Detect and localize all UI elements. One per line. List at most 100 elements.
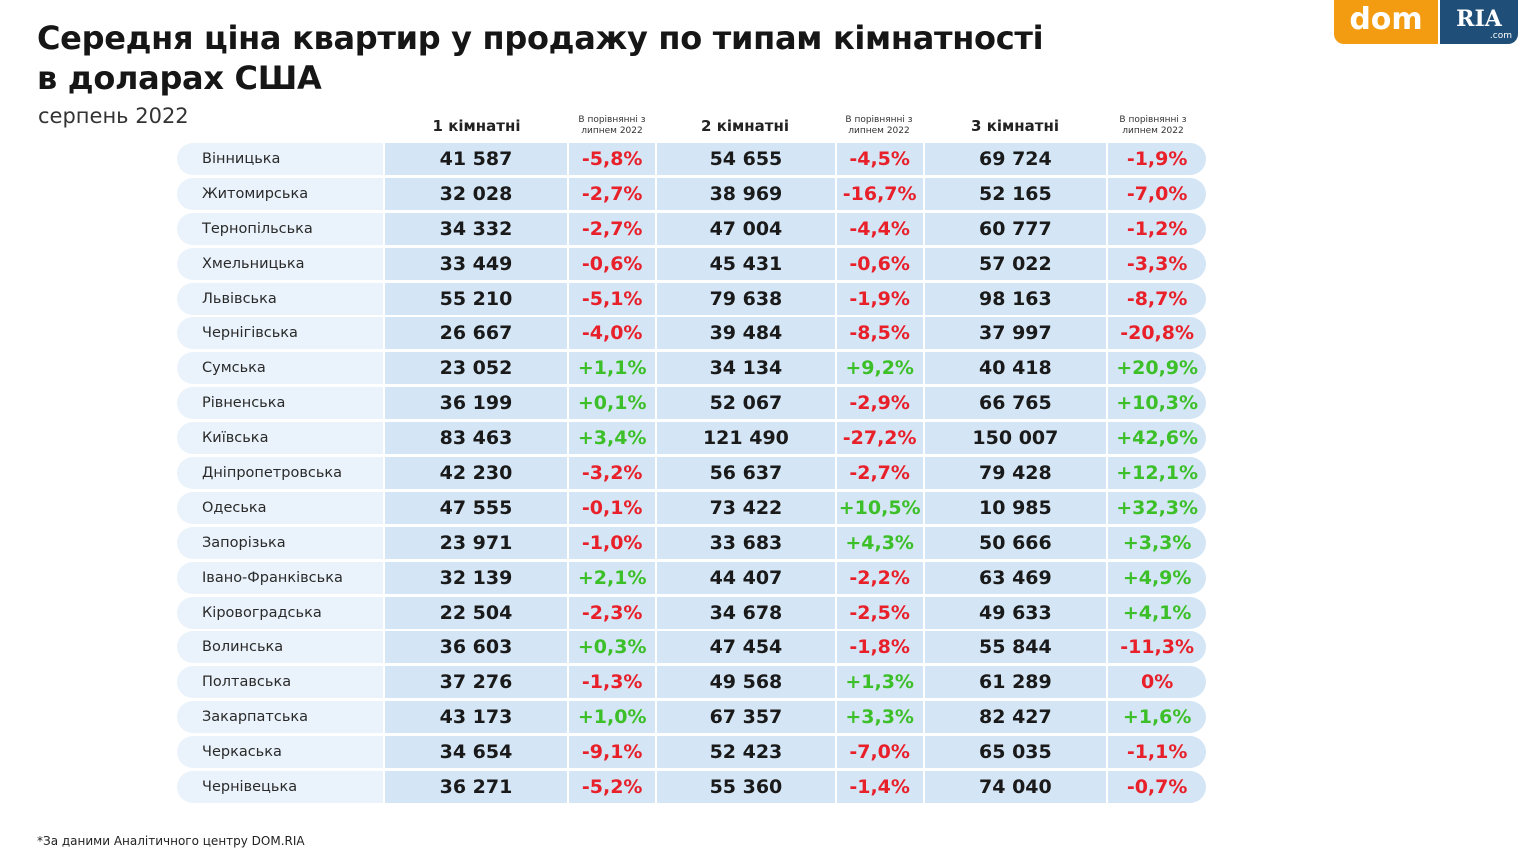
- change-3-room: -20,8%: [1108, 317, 1207, 350]
- price-1-room: 42 230: [384, 457, 568, 490]
- change-2-room: +4,3%: [836, 526, 923, 559]
- cell-separator: [1106, 596, 1109, 629]
- change-1-room: -0,6%: [569, 247, 656, 280]
- chart-subtitle: серпень 2022: [38, 104, 189, 128]
- change-1-room: -9,1%: [569, 736, 656, 769]
- change-3-room: +1,6%: [1108, 701, 1207, 734]
- cell-separator: [382, 143, 385, 175]
- cell-separator: [1106, 422, 1109, 455]
- cell-separator: [655, 736, 658, 769]
- table-row: Хмельницька 33 449 -0,6% 45 431 -0,6% 57 022-…: [177, 247, 1207, 280]
- price-1-room: 22 504: [384, 596, 568, 629]
- cell-separator: [834, 457, 837, 490]
- price-2-room: 56 637: [657, 457, 835, 490]
- region-cell: Львівська: [177, 282, 383, 315]
- table-row: Чернігівська 26 667 -4,0% 39 484 -8,5% 37 997…: [177, 317, 1207, 350]
- logo-ria-text: RIA: [1456, 6, 1502, 32]
- table-row: Вінницька 41 587 -5,8% 54 655 -4,5% 69 724 -1,…: [177, 143, 1207, 175]
- cell-separator: [655, 526, 658, 559]
- change-1-room: +3,4%: [569, 422, 656, 455]
- region-cell: Житомирська: [177, 177, 383, 210]
- footnote: *За даними Аналітичного центру DOM.RIA: [37, 834, 305, 848]
- table-row: Дніпропетровська 42 230 -3,2% 56 637 -2,7% 79…: [177, 457, 1207, 490]
- change-3-room: -8,7%: [1108, 282, 1207, 315]
- cell-separator: [834, 526, 837, 559]
- table-row: Сумська 23 052 +1,1% 34 134 +9,2% 40 418 +20,9…: [177, 352, 1207, 385]
- column-header-change-3: В порівнянні з липнем 2022: [1119, 115, 1187, 136]
- region-cell: Сумська: [177, 352, 383, 385]
- change-1-room: +1,1%: [569, 352, 656, 385]
- change-3-room: -7,0%: [1108, 177, 1207, 210]
- price-2-room: 73 422: [657, 491, 835, 524]
- cell-separator: [922, 526, 925, 559]
- cell-separator: [834, 596, 837, 629]
- cell-separator: [1106, 247, 1109, 280]
- cell-separator: [382, 282, 385, 315]
- cell-separator: [567, 526, 570, 559]
- cell-separator: [834, 422, 837, 455]
- cell-separator: [382, 736, 385, 769]
- cell-separator: [567, 736, 570, 769]
- cell-separator: [922, 177, 925, 210]
- logo-ria: RIA .com: [1440, 0, 1518, 44]
- change-2-room: +1,3%: [836, 666, 923, 699]
- cell-separator: [567, 247, 570, 280]
- price-1-room: 26 667: [384, 317, 568, 350]
- cell-separator: [922, 387, 925, 420]
- change-1-room: -2,3%: [569, 596, 656, 629]
- cell-separator: [922, 457, 925, 490]
- region-cell: Тернопільська: [177, 212, 383, 245]
- price-3-room: 10 985: [924, 491, 1107, 524]
- region-cell: Хмельницька: [177, 247, 383, 280]
- price-2-room: 38 969: [657, 177, 835, 210]
- cell-separator: [834, 736, 837, 769]
- cell-separator: [922, 212, 925, 245]
- change-2-room: -2,7%: [836, 457, 923, 490]
- column-header-change-2: В порівнянні з липнем 2022: [845, 115, 913, 136]
- change-2-room: -27,2%: [836, 422, 923, 455]
- change-1-room: -4,0%: [569, 317, 656, 350]
- cell-separator: [567, 701, 570, 734]
- price-1-room: 36 199: [384, 387, 568, 420]
- region-cell: Київська: [177, 422, 383, 455]
- change-3-room: +3,3%: [1108, 526, 1207, 559]
- price-1-room: 55 210: [384, 282, 568, 315]
- cell-separator: [922, 143, 925, 175]
- cell-separator: [922, 596, 925, 629]
- change-2-room: -1,4%: [836, 771, 923, 804]
- cell-separator: [1106, 457, 1109, 490]
- cell-separator: [922, 631, 925, 664]
- price-2-room: 39 484: [657, 317, 835, 350]
- change-2-room: -2,9%: [836, 387, 923, 420]
- cell-separator: [1106, 526, 1109, 559]
- price-2-room: 67 357: [657, 701, 835, 734]
- change-1-room: -2,7%: [569, 177, 656, 210]
- cell-separator: [922, 561, 925, 594]
- column-header-1-room: 1 кімнатні: [432, 117, 521, 135]
- price-1-room: 23 052: [384, 352, 568, 385]
- logo-com: .com: [1489, 31, 1512, 41]
- cell-separator: [567, 177, 570, 210]
- chart-title: Середня ціна квартир у продажу по типам …: [37, 18, 1044, 98]
- region-cell: Рівненська: [177, 387, 383, 420]
- cell-separator: [834, 247, 837, 280]
- price-1-room: 34 332: [384, 212, 568, 245]
- price-3-room: 79 428: [924, 457, 1107, 490]
- price-2-room: 49 568: [657, 666, 835, 699]
- table-row: Волинська 36 603 +0,3% 47 454 -1,8% 55 844 -11…: [177, 631, 1207, 664]
- cell-separator: [655, 771, 658, 804]
- region-cell: Одеська: [177, 491, 383, 524]
- cell-separator: [655, 212, 658, 245]
- cell-separator: [655, 561, 658, 594]
- cell-separator: [567, 212, 570, 245]
- change-2-room: +10,5%: [836, 491, 923, 524]
- cell-separator: [922, 701, 925, 734]
- table-row: Тернопільська 34 332 -2,7% 47 004 -4,4% 60 77…: [177, 212, 1207, 245]
- cell-separator: [655, 282, 658, 315]
- cell-separator: [382, 561, 385, 594]
- price-3-room: 40 418: [924, 352, 1107, 385]
- cell-separator: [567, 596, 570, 629]
- table-row: Львівська 55 210 -5,1% 79 638 -1,9% 98 163 -8,…: [177, 282, 1207, 315]
- cell-separator: [382, 701, 385, 734]
- price-3-room: 69 724: [924, 143, 1107, 175]
